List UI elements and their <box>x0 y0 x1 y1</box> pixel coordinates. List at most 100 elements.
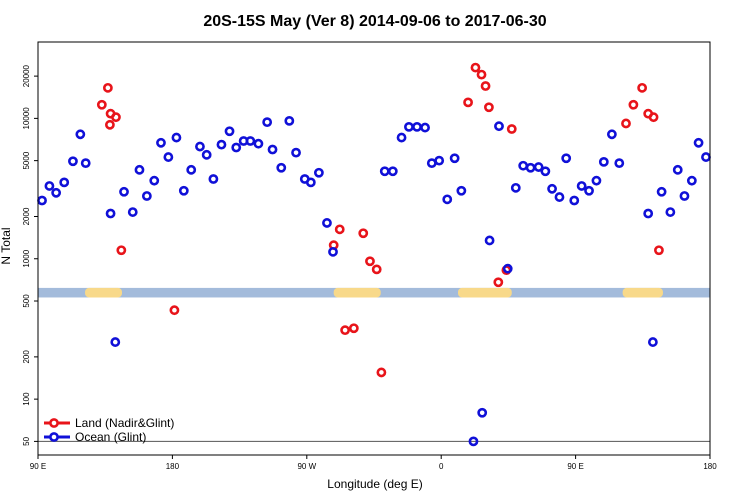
ocean-point <box>134 164 145 175</box>
y-axis-ticks: 50 100 200 500 1000 2000 5000 10000 20000 <box>22 64 38 446</box>
land-point <box>637 82 648 93</box>
land-point <box>340 325 351 336</box>
ocean-point <box>231 142 242 153</box>
legend-label: Ocean (Glint) <box>75 430 146 444</box>
land-point <box>102 82 113 93</box>
legend-label: Land (Nadir&Glint) <box>75 416 174 430</box>
legend-swatch-marker <box>49 418 59 428</box>
land-point <box>470 62 481 73</box>
ocean-point <box>305 177 316 188</box>
ocean-point <box>284 115 295 126</box>
ocean-point <box>412 121 422 132</box>
ocean-point <box>665 207 676 217</box>
land-point <box>480 81 491 91</box>
ocean-point <box>679 191 690 201</box>
band-highlight <box>333 287 381 298</box>
ocean-point <box>245 136 256 146</box>
ocean-point <box>75 129 86 140</box>
y-tick-label: 50 <box>22 436 31 445</box>
ocean-point <box>119 186 129 197</box>
x-tick-label: 90 W <box>297 462 316 471</box>
band-highlight <box>458 287 512 298</box>
x-tick-label: 90 E <box>567 462 583 471</box>
ocean-point <box>686 175 697 186</box>
ocean-point <box>313 167 324 178</box>
chart-title: 20S-15S May (Ver 8) 2014-09-06 to 2017-0… <box>203 13 546 30</box>
land-point <box>648 112 659 123</box>
ocean-point <box>216 139 227 150</box>
legend-swatch-marker <box>49 432 59 442</box>
y-tick-label: 5000 <box>22 151 31 169</box>
ocean-point <box>208 174 219 184</box>
ocean-point <box>442 194 453 205</box>
ocean-point <box>494 121 504 132</box>
data-points <box>37 62 711 447</box>
land-point <box>506 124 517 134</box>
land-point <box>484 102 494 113</box>
x-tick-label: 180 <box>166 462 180 471</box>
x-axis-label: Longitude (deg E) <box>327 477 422 491</box>
y-tick-label: 2000 <box>22 207 31 225</box>
ocean-point <box>569 195 580 206</box>
land-point <box>371 264 382 275</box>
ocean-point <box>171 132 182 143</box>
land-point <box>116 245 127 256</box>
ocean-point <box>149 175 160 186</box>
ocean-point <box>262 117 273 128</box>
land-point <box>654 245 664 256</box>
ocean-point <box>525 162 536 173</box>
ocean-point <box>178 185 189 196</box>
ocean-point <box>576 181 587 191</box>
ocean-point <box>584 185 594 196</box>
ocean-point <box>141 191 152 201</box>
ocean-point <box>561 153 572 164</box>
ocean-point <box>540 166 551 177</box>
ocean-point <box>533 162 544 172</box>
highlight-band <box>38 287 710 298</box>
ocean-point <box>449 153 460 164</box>
ocean-point <box>105 208 116 219</box>
ocean-point <box>276 162 287 173</box>
band-highlight <box>622 287 663 298</box>
ocean-point <box>156 137 166 148</box>
land-point <box>96 99 107 110</box>
y-tick-label: 100 <box>22 392 31 406</box>
ocean-point <box>468 436 479 447</box>
ocean-point <box>387 166 398 177</box>
ocean-point <box>647 337 658 347</box>
ocean-point <box>59 177 70 188</box>
ocean-point <box>37 195 47 206</box>
ocean-point <box>502 263 513 274</box>
land-point <box>628 99 639 110</box>
legend: Land (Nadir&Glint)Ocean (Glint) <box>44 416 174 444</box>
land-point <box>105 119 115 130</box>
ocean-point <box>195 141 205 152</box>
land-point <box>365 256 375 267</box>
ocean-point <box>547 183 557 194</box>
ocean-point <box>186 164 197 175</box>
land-point <box>358 228 369 239</box>
ocean-point <box>614 158 625 169</box>
y-tick-label: 200 <box>22 350 31 364</box>
ocean-point <box>434 155 445 166</box>
ocean-point <box>701 152 711 162</box>
ocean-point <box>328 246 338 257</box>
x-tick-label: 90 E <box>30 462 46 471</box>
land-point <box>334 224 345 235</box>
plot-frame <box>37 41 711 456</box>
ocean-point <box>44 181 55 191</box>
ocean-point <box>110 337 121 347</box>
ocean-point <box>477 407 488 418</box>
y-tick-label: 20000 <box>22 64 31 87</box>
ocean-series <box>37 115 711 447</box>
ocean-point <box>591 175 602 186</box>
ocean-point <box>693 137 704 148</box>
ocean-point <box>656 186 667 197</box>
y-tick-label: 500 <box>22 294 31 308</box>
ocean-point <box>420 122 430 133</box>
band-highlight <box>85 287 122 298</box>
land-point <box>463 97 473 108</box>
ocean-point <box>322 218 332 228</box>
land-series <box>96 62 664 378</box>
